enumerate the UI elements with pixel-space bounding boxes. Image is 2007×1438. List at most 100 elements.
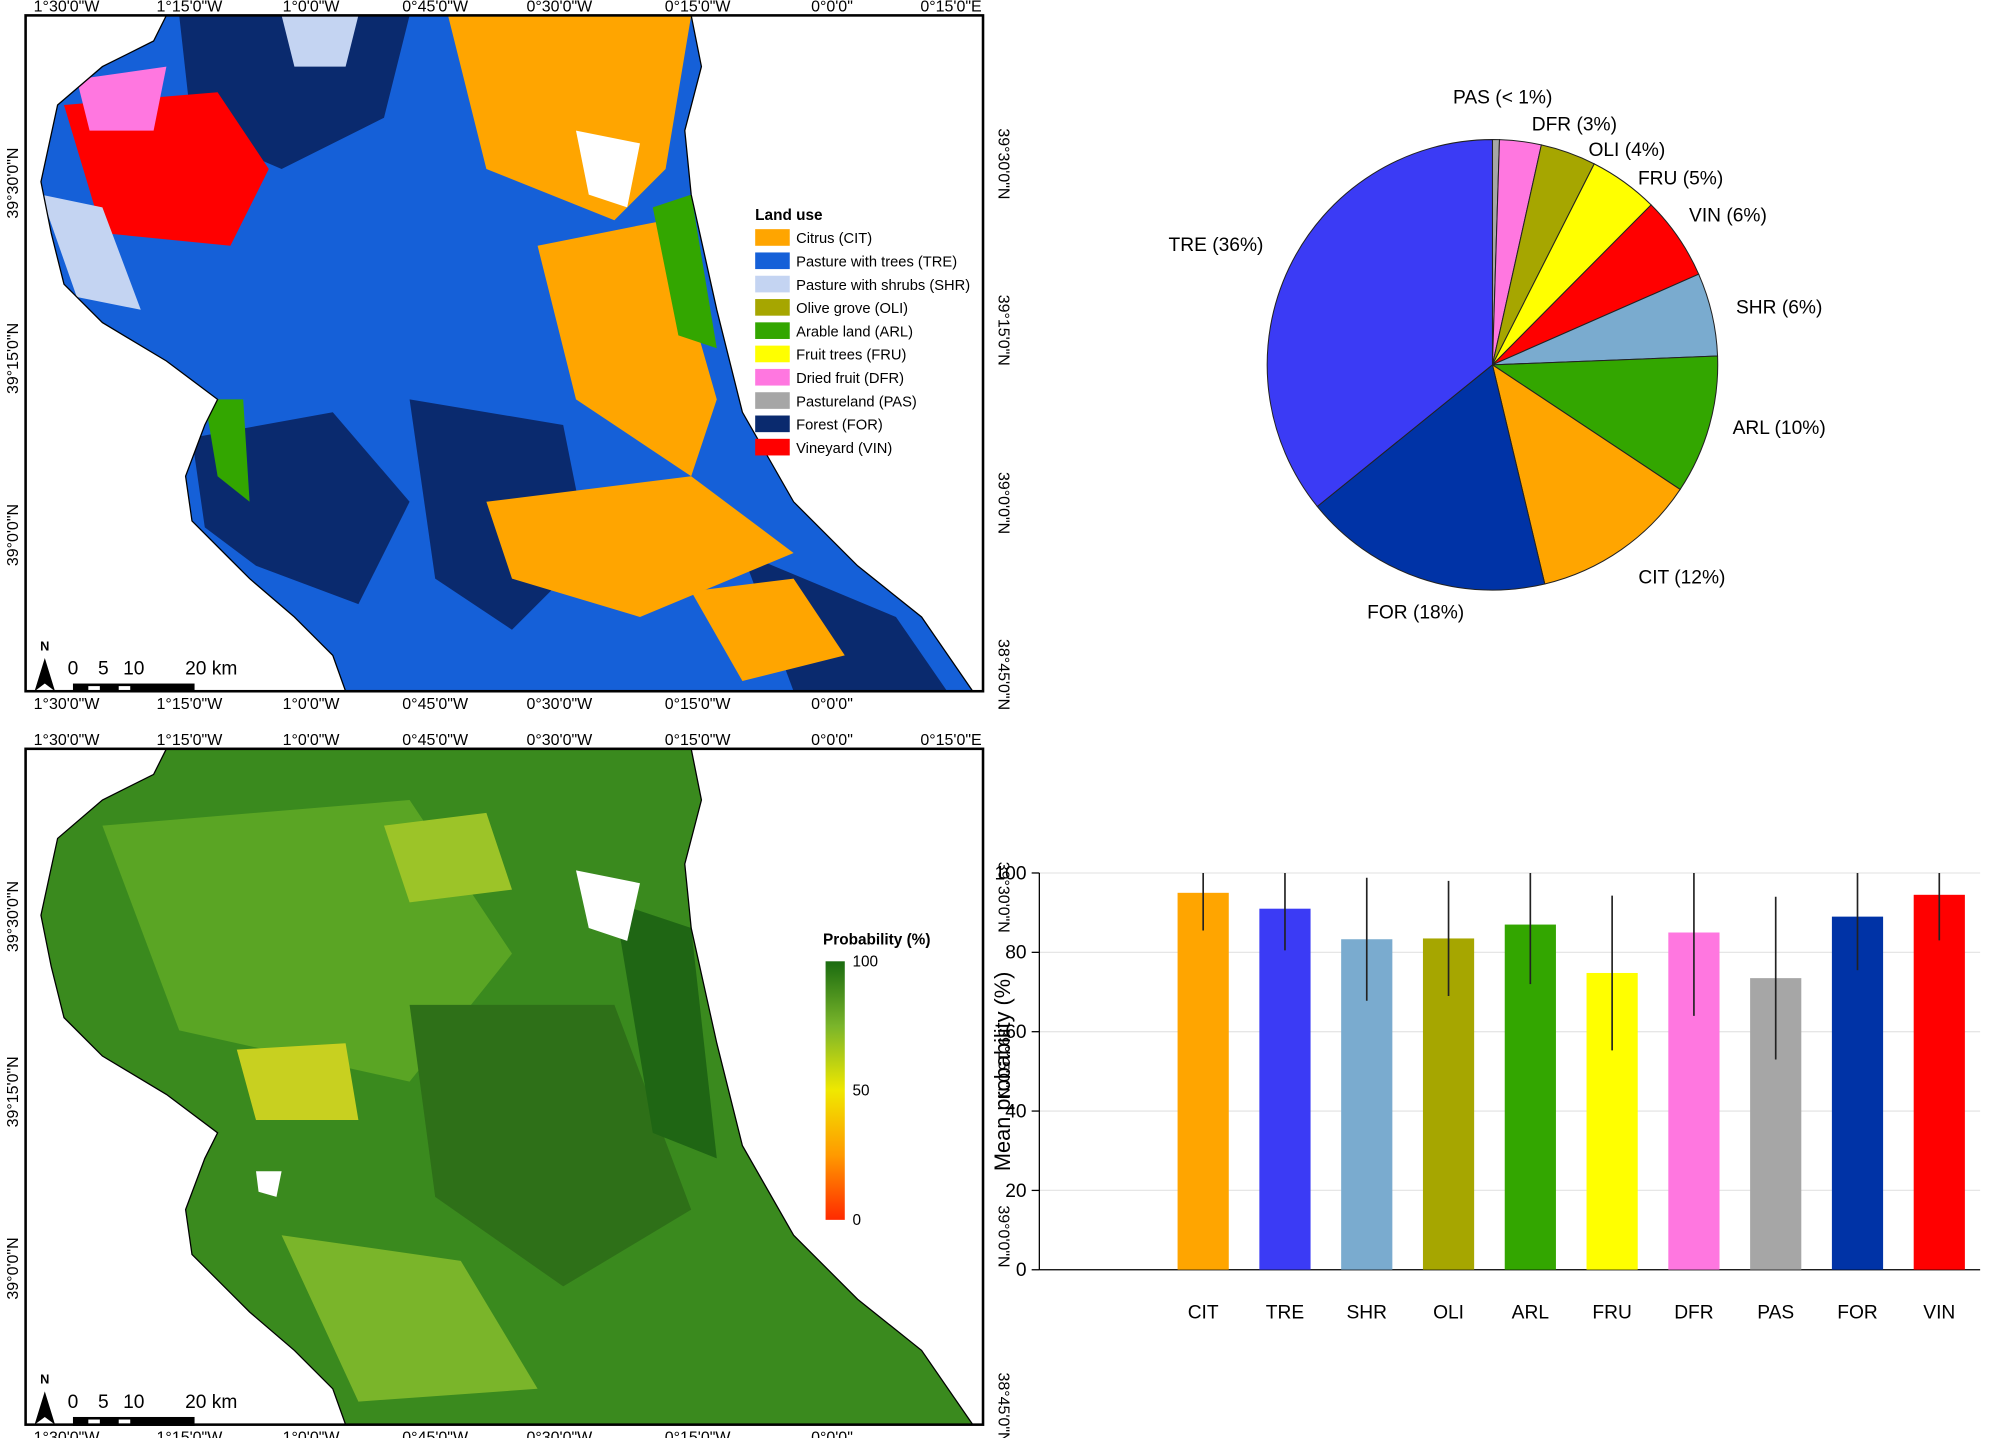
y-tick-label: 20	[1005, 1181, 1026, 1202]
land-patch	[255, 1171, 282, 1197]
pie-slice	[1316, 363, 1546, 591]
lon-label: 0°45'0"W	[402, 696, 469, 713]
x-tick-label: DFR	[1674, 1302, 1713, 1323]
pie-label: DFR (3%)	[1532, 115, 1617, 136]
colorbar-label: 0	[852, 1212, 861, 1229]
legend-title: Land use	[755, 207, 823, 224]
land-patch	[281, 1235, 538, 1402]
lon-label: 0°0'0"	[811, 1430, 853, 1438]
land-patch	[76, 66, 167, 131]
map-land	[40, 748, 973, 1425]
lat-label: 39°0'0"N	[994, 472, 1011, 534]
lon-label: 1°30'0"W	[34, 0, 101, 16]
pie-label: PAS (< 1%)	[1453, 88, 1552, 109]
land-patch	[652, 194, 717, 349]
lon-label: 1°0'0"W	[283, 1430, 341, 1438]
north-label: N	[40, 638, 49, 653]
y-tick-label: 0	[1016, 1260, 1027, 1281]
land-patch	[281, 15, 359, 67]
legend-label: Pasture with shrubs (SHR)	[796, 278, 970, 294]
land-patch	[575, 130, 640, 208]
y-tick-label: 100	[995, 863, 1027, 884]
coastline	[40, 748, 974, 1426]
x-tick-label: TRE	[1266, 1302, 1304, 1323]
land-patch	[486, 476, 794, 617]
legend-label: Arable land (ARL)	[796, 324, 913, 340]
legend-swatch	[755, 229, 790, 246]
lon-label: 0°0'0"	[811, 732, 853, 749]
pie-label: VIN (6%)	[1689, 205, 1767, 226]
lon-label: 1°0'0"W	[283, 732, 341, 749]
scale-bar-white	[118, 686, 131, 690]
land-patch	[204, 399, 250, 502]
pie-slice	[1266, 139, 1493, 508]
lon-label: 1°30'0"W	[34, 696, 101, 713]
legend-label: Vineyard (VIN)	[796, 441, 892, 457]
lon-label: 0°15'0"W	[665, 696, 732, 713]
legend-swatch	[755, 438, 790, 456]
lat-label: 39°30'0"N	[5, 148, 22, 219]
lat-label: 39°0'0"N	[5, 504, 22, 566]
lat-label: 39°15'0"N	[5, 323, 22, 394]
land-patch	[40, 194, 141, 310]
pie-slice	[1491, 363, 1681, 585]
lon-label: 0°15'0"W	[665, 732, 732, 749]
scale-label: 0	[68, 1392, 79, 1413]
pie-slice	[1490, 355, 1719, 491]
legend-swatch	[755, 345, 790, 363]
lon-label: 0°0'0"	[811, 696, 853, 713]
lon-label: 0°45'0"W	[402, 732, 469, 749]
y-tick-label: 40	[1005, 1101, 1026, 1122]
lon-label: 0°30'0"W	[526, 696, 593, 713]
lon-label: 1°15'0"W	[157, 0, 224, 16]
scale-label: 10	[123, 659, 144, 680]
lon-label: 1°15'0"W	[157, 1430, 224, 1438]
lat-label: 39°30'0"N	[5, 881, 22, 952]
lon-label: 0°30'0"W	[526, 1430, 593, 1438]
scale-label: 20 km	[185, 659, 237, 680]
y-axis-label: Mean probability (%)	[990, 972, 1015, 1171]
lon-label: 0°15'0"E	[920, 0, 981, 16]
scale-label: 5	[98, 1392, 109, 1413]
lat-label: 39°0'0"N	[5, 1237, 22, 1299]
scale-bar-white	[118, 1419, 131, 1424]
bar	[1831, 916, 1884, 1270]
lon-label: 1°0'0"W	[283, 696, 341, 713]
north-label: N	[40, 1372, 49, 1387]
lon-label: 0°0'0"	[811, 0, 853, 16]
x-tick-label: SHR	[1346, 1302, 1387, 1323]
map-frame	[24, 747, 985, 1426]
lon-label: 0°30'0"W	[526, 0, 593, 16]
legend-label: Pasture with trees (TRE)	[796, 255, 957, 271]
lon-label: 1°0'0"W	[283, 0, 341, 16]
scale-bar	[72, 1416, 195, 1426]
colorbar-title: Probability (%)	[823, 932, 930, 949]
y-tick-label: 60	[1005, 1022, 1026, 1043]
scale-bar-white	[88, 1419, 100, 1424]
legend-swatch	[755, 392, 790, 409]
land-patch	[614, 902, 717, 1159]
north-arrow	[34, 657, 56, 692]
lon-label: 0°15'0"E	[920, 732, 981, 749]
pie-label: ARL (10%)	[1733, 418, 1826, 439]
legend-swatch	[755, 368, 790, 386]
scale-label: 5	[98, 659, 109, 680]
legend-label: Fruit trees (FRU)	[796, 348, 906, 364]
legend-swatch	[755, 252, 790, 270]
lat-label: 39°15'0"N	[5, 1056, 22, 1127]
scale-label: 10	[123, 1392, 144, 1413]
pie-label: TRE (36%)	[1169, 235, 1264, 256]
legend-label: Pastureland (PAS)	[796, 394, 917, 410]
lon-label: 0°30'0"W	[526, 732, 593, 749]
lat-label: 39°15'0"N	[994, 1028, 1011, 1099]
x-tick-label: FOR	[1837, 1302, 1878, 1323]
land-patch	[575, 870, 640, 941]
legend-label: Dried fruit (DFR)	[796, 371, 904, 387]
lon-label: 0°45'0"W	[402, 1430, 469, 1438]
pie-label: FRU (5%)	[1638, 168, 1723, 189]
lat-label: 39°30'0"N	[994, 128, 1011, 199]
legend-swatch	[755, 275, 790, 293]
lon-label: 0°45'0"W	[402, 0, 469, 16]
